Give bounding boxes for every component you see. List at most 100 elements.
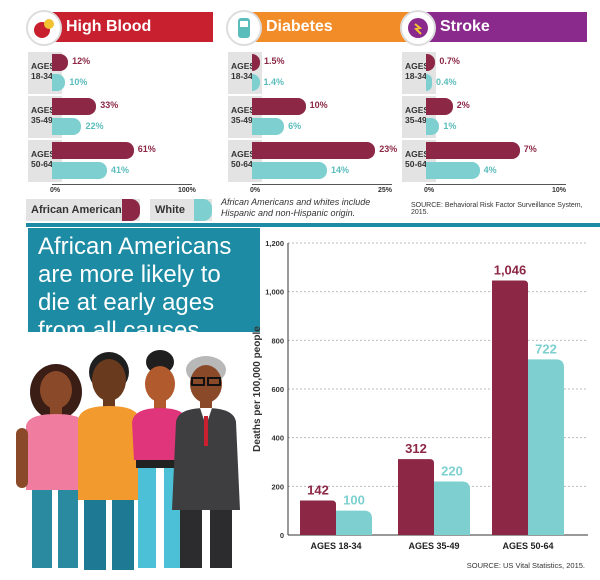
x-axis-min-label: 0%: [50, 187, 61, 194]
value-label-white: 22%: [85, 121, 104, 131]
value-label-african-american: 1,046: [494, 262, 527, 277]
bar-african-american: [426, 142, 520, 159]
bar-white: [52, 74, 66, 91]
value-label-white: 1%: [443, 121, 457, 131]
panel-diabetes: Diabetes AGES 18-34 1.5% 1.4% AGES 35-49 10% 6% A…: [226, 10, 413, 194]
bar-white: [426, 162, 480, 179]
legend-african-american-label: African American: [31, 204, 122, 216]
value-label-white: 14%: [331, 165, 350, 175]
deaths-bar-chart: Deaths per 100,000 people 0 200 400 600 800 1,…: [252, 239, 588, 570]
x-axis-min-label: 0%: [424, 187, 435, 194]
value-label-white: 220: [441, 463, 463, 478]
y-tick-label: 1,200: [265, 239, 284, 248]
legend-african-american: African American: [26, 199, 140, 221]
y-tick-label: 1,000: [265, 288, 284, 297]
value-label-african-american: 7%: [523, 144, 537, 154]
legend-white-swatch: [194, 199, 212, 221]
value-label-african-american: 61%: [137, 144, 156, 154]
value-label-african-american: 10%: [309, 100, 328, 110]
legend-white: White: [150, 199, 212, 221]
bar-african-american: [52, 54, 69, 71]
age-label-line: 35-49: [405, 115, 427, 125]
x-axis-line: [52, 184, 192, 185]
bar-white: [52, 162, 107, 179]
bar-african-american: [252, 54, 261, 71]
age-label-line: 50-64: [231, 159, 253, 169]
bar-african-american: [426, 54, 436, 71]
bar-african-american: [252, 142, 376, 159]
bar-white: [252, 162, 328, 179]
blood-pressure-icon: [26, 10, 62, 46]
y-tick-label: 200: [271, 482, 284, 491]
value-label-white: 1.4%: [263, 77, 285, 87]
bar-white: [426, 118, 440, 135]
age-label-line: AGES: [405, 149, 430, 159]
value-label-white: 41%: [110, 165, 129, 175]
value-label-white: 722: [535, 341, 557, 356]
age-label-line: 35-49: [231, 115, 253, 125]
value-label-african-american: 1.5%: [264, 56, 285, 66]
woman-pink-figure: [16, 364, 86, 568]
value-label-african-american: 33%: [100, 100, 119, 110]
bar-white: [52, 118, 82, 135]
value-label-african-american: 12%: [72, 56, 91, 66]
value-label-white: 6%: [288, 121, 302, 131]
woman-magenta-figure: [132, 350, 188, 568]
bar-african-american: [300, 500, 336, 535]
age-label-line: AGES: [231, 61, 256, 71]
glucose-meter-icon: [226, 10, 262, 46]
value-label-african-american: 23%: [379, 144, 398, 154]
age-label-line: AGES: [31, 149, 56, 159]
x-axis-max-label: 10%: [552, 187, 567, 194]
people-illustration: [16, 350, 240, 570]
bar-african-american: [52, 142, 134, 159]
legend-african-american-swatch: [122, 199, 140, 221]
man-orange-figure: [78, 352, 140, 570]
panel-stroke: Stroke AGES 18-34 0.7% 0.4% AGES 35-49 2% 1% AGES…: [400, 10, 587, 194]
value-label-white: 10%: [69, 77, 88, 87]
panel-title: High Blood Pressure: [48, 12, 213, 65]
panel-title: Stroke: [422, 12, 587, 42]
age-label-line: 18-34: [231, 71, 253, 81]
bar-white: [426, 74, 432, 91]
age-label-line: 35-49: [31, 115, 53, 125]
age-label-line: AGES: [231, 149, 256, 159]
value-label-african-american: 142: [307, 482, 329, 497]
elder-man-figure: [172, 356, 240, 568]
value-label-african-american: 312: [405, 441, 427, 456]
age-label-line: 50-64: [405, 159, 427, 169]
y-tick-label: 400: [271, 434, 284, 443]
x-category-label: AGES 18-34: [310, 541, 361, 551]
age-label-line: 18-34: [31, 71, 53, 81]
age-label-line: AGES: [231, 105, 256, 115]
x-axis-max-label: 100%: [178, 187, 196, 194]
source-top: SOURCE: Behavioral Risk Factor Surveilla…: [411, 202, 583, 216]
age-label-line: AGES: [405, 61, 430, 71]
bar-white: [252, 118, 285, 135]
source-bottom: SOURCE: US Vital Statistics, 2015.: [467, 561, 585, 570]
y-tick-label: 600: [271, 385, 284, 394]
age-label-line: AGES: [31, 105, 56, 115]
x-axis-line: [426, 184, 566, 185]
brain-head-icon: [400, 10, 436, 46]
headline-banner: African Americans are more likely to die…: [28, 228, 260, 344]
bar-white: [528, 359, 564, 535]
x-axis-min-label: 0%: [250, 187, 261, 194]
origin-note: African Americans and whites include His…: [221, 197, 371, 218]
value-label-african-american: 0.7%: [439, 56, 460, 66]
section-divider: [26, 223, 600, 227]
panel-high-blood-pressure: High Blood Pressure AGES 18-34 12% 10% AGES 35…: [26, 10, 213, 194]
y-tick-label: 800: [271, 336, 284, 345]
panel-title: Diabetes: [248, 12, 413, 42]
x-category-label: AGES 35-49: [408, 541, 459, 551]
bar-african-american: [52, 98, 97, 115]
x-category-label: AGES 50-64: [502, 541, 553, 551]
value-label-white: 0.4%: [436, 77, 457, 87]
bar-african-american: [398, 459, 434, 535]
bar-white: [434, 481, 470, 535]
y-axis-title: Deaths per 100,000 people: [252, 326, 263, 452]
age-label-line: AGES: [405, 105, 430, 115]
bar-white: [336, 510, 372, 535]
value-label-white: 4%: [483, 165, 497, 175]
bar-african-american: [252, 98, 306, 115]
